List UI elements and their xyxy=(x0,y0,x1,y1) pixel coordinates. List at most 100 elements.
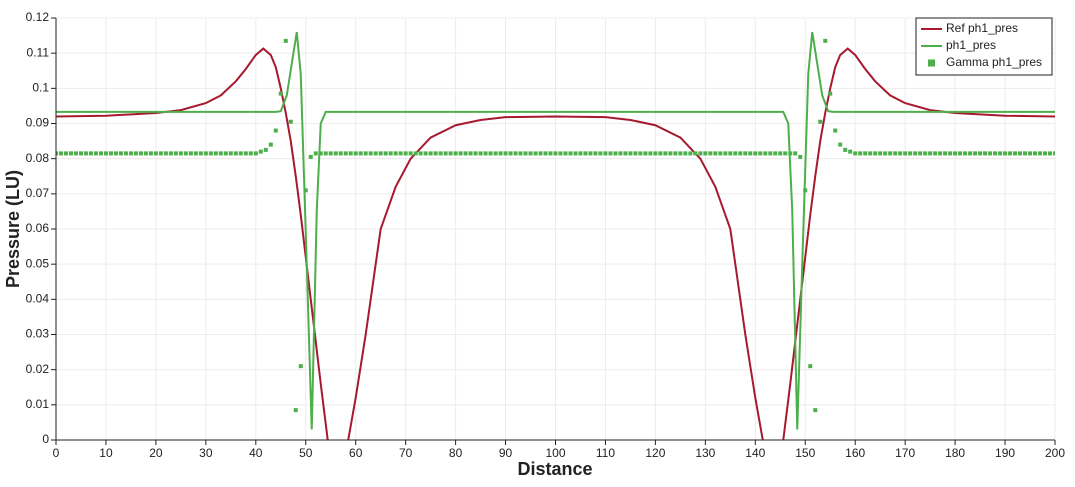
scatter-point xyxy=(953,151,958,156)
scatter-point xyxy=(173,151,178,156)
scatter-point xyxy=(663,151,668,156)
scatter-point xyxy=(538,151,543,156)
scatter-point xyxy=(813,408,818,413)
scatter-point xyxy=(498,151,503,156)
scatter-point xyxy=(713,151,718,156)
scatter-point xyxy=(1008,151,1013,156)
scatter-point xyxy=(898,151,903,156)
legend-label: Gamma ph1_pres xyxy=(946,55,1042,69)
x-tick-label: 170 xyxy=(895,446,915,460)
scatter-point xyxy=(403,151,408,156)
scatter-point xyxy=(678,151,683,156)
legend: Ref ph1_pres ph1_pres Gamma ph1_pres xyxy=(915,17,1053,76)
scatter-point xyxy=(903,151,908,156)
scatter-point xyxy=(933,151,938,156)
scatter-point xyxy=(683,151,688,156)
scatter-point xyxy=(608,151,613,156)
scatter-point xyxy=(398,151,403,156)
scatter-point xyxy=(948,151,953,156)
scatter-point xyxy=(908,151,913,156)
x-tick-label: 40 xyxy=(249,446,263,460)
scatter-point xyxy=(758,151,763,156)
grid xyxy=(55,17,1056,441)
scatter-point xyxy=(338,151,343,156)
scatter-point xyxy=(833,128,838,133)
scatter-point xyxy=(303,188,308,193)
x-tick-label: 60 xyxy=(349,446,363,460)
scatter-point xyxy=(703,151,708,156)
scatter-point xyxy=(138,151,143,156)
scatter-point xyxy=(408,151,413,156)
y-tick-label: 0.08 xyxy=(26,151,50,165)
scatter-point xyxy=(328,151,333,156)
x-tick-label: 120 xyxy=(645,446,665,460)
x-tick-label: 100 xyxy=(545,446,565,460)
scatter-point xyxy=(198,151,203,156)
x-tick-label: 10 xyxy=(99,446,113,460)
scatter-point xyxy=(188,151,193,156)
scatter-point xyxy=(223,151,228,156)
x-tick-label: 190 xyxy=(995,446,1015,460)
y-tick-label: 0.01 xyxy=(26,397,50,411)
scatter-point xyxy=(708,151,713,156)
scatter-point xyxy=(958,151,963,156)
scatter-point xyxy=(493,151,498,156)
scatter-point xyxy=(323,151,328,156)
plot-area xyxy=(56,31,1055,440)
scatter-point xyxy=(548,151,553,156)
scatter-point xyxy=(893,151,898,156)
scatter-point xyxy=(843,147,848,152)
y-tick-label: 0.06 xyxy=(26,221,50,235)
scatter-point xyxy=(988,151,993,156)
scatter-point xyxy=(1053,151,1055,156)
scatter-point xyxy=(68,151,73,156)
legend-swatch xyxy=(928,59,935,67)
scatter-point xyxy=(438,151,443,156)
scatter-point xyxy=(108,151,113,156)
scatter-point xyxy=(633,151,638,156)
x-axis-title: Distance xyxy=(517,459,592,479)
scatter-point xyxy=(203,151,208,156)
scatter-point xyxy=(868,151,873,156)
scatter-point xyxy=(143,151,148,156)
scatter-point xyxy=(513,151,518,156)
scatter-point xyxy=(963,151,968,156)
scatter-point xyxy=(508,151,513,156)
scatter-point xyxy=(923,151,928,156)
x-tick-label: 90 xyxy=(499,446,513,460)
y-tick-label: 0.05 xyxy=(26,256,50,270)
scatter-point xyxy=(113,151,118,156)
scatter-point xyxy=(313,151,318,156)
scatter-point xyxy=(818,119,823,124)
scatter-point xyxy=(258,149,263,154)
scatter-point xyxy=(998,151,1003,156)
scatter-point xyxy=(123,151,128,156)
scatter-point xyxy=(658,151,663,156)
scatter-point xyxy=(278,91,283,96)
scatter-point xyxy=(393,151,398,156)
scatter-point xyxy=(553,151,558,156)
scatter-point xyxy=(518,151,523,156)
scatter-point xyxy=(563,151,568,156)
scatter-point xyxy=(293,408,298,413)
scatter-point xyxy=(418,151,423,156)
scatter-point xyxy=(858,151,863,156)
scatter-point xyxy=(463,151,468,156)
scatter-point xyxy=(603,151,608,156)
scatter-point xyxy=(748,151,753,156)
scatter-point xyxy=(523,151,528,156)
scatter-point xyxy=(693,151,698,156)
scatter-point xyxy=(1003,151,1008,156)
scatter-point xyxy=(93,151,98,156)
scatter-point xyxy=(1018,151,1023,156)
scatter-point xyxy=(413,151,418,156)
scatter-point xyxy=(568,151,573,156)
scatter-point xyxy=(968,151,973,156)
y-tick-label: 0.11 xyxy=(27,45,50,59)
scatter-point xyxy=(153,151,158,156)
scatter-point xyxy=(468,151,473,156)
scatter-point xyxy=(808,364,813,369)
y-tick-label: 0.12 xyxy=(26,10,50,24)
scatter-point xyxy=(718,151,723,156)
